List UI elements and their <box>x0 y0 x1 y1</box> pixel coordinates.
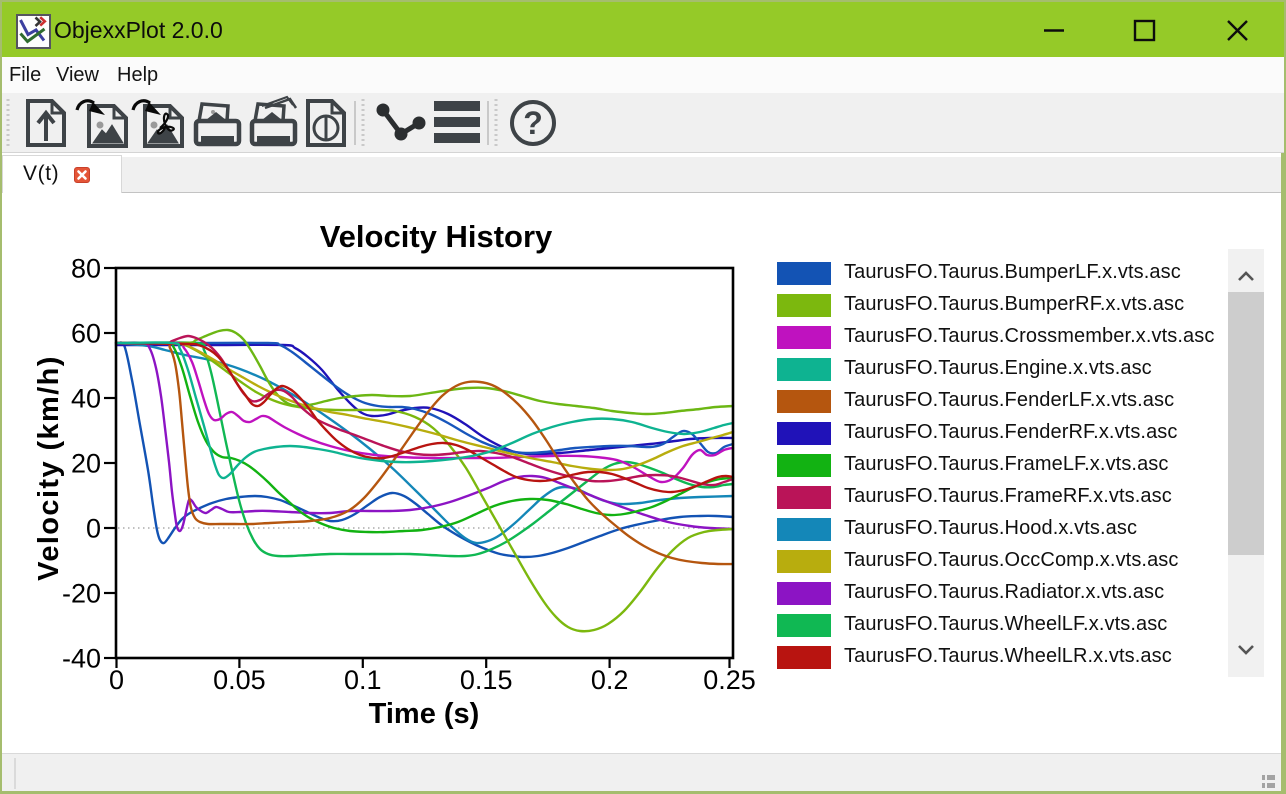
svg-text:60: 60 <box>71 319 101 349</box>
svg-text:Velocity History: Velocity History <box>320 219 553 254</box>
svg-text:0: 0 <box>86 514 101 544</box>
svg-text:0: 0 <box>109 665 124 695</box>
svg-text:Velocity (km/h): Velocity (km/h) <box>33 355 65 581</box>
svg-text:0.2: 0.2 <box>591 665 629 695</box>
svg-text:-40: -40 <box>62 644 101 674</box>
svg-text:0.1: 0.1 <box>344 665 382 695</box>
svg-text:40: 40 <box>71 384 101 414</box>
svg-text:0.05: 0.05 <box>213 665 266 695</box>
svg-text:Time (s): Time (s) <box>369 698 480 730</box>
svg-text:-20: -20 <box>62 579 101 609</box>
svg-text:?: ? <box>523 105 543 141</box>
svg-text:0.25: 0.25 <box>703 665 756 695</box>
svg-text:20: 20 <box>71 449 101 479</box>
svg-text:0.15: 0.15 <box>460 665 513 695</box>
svg-text:80: 80 <box>71 254 101 284</box>
